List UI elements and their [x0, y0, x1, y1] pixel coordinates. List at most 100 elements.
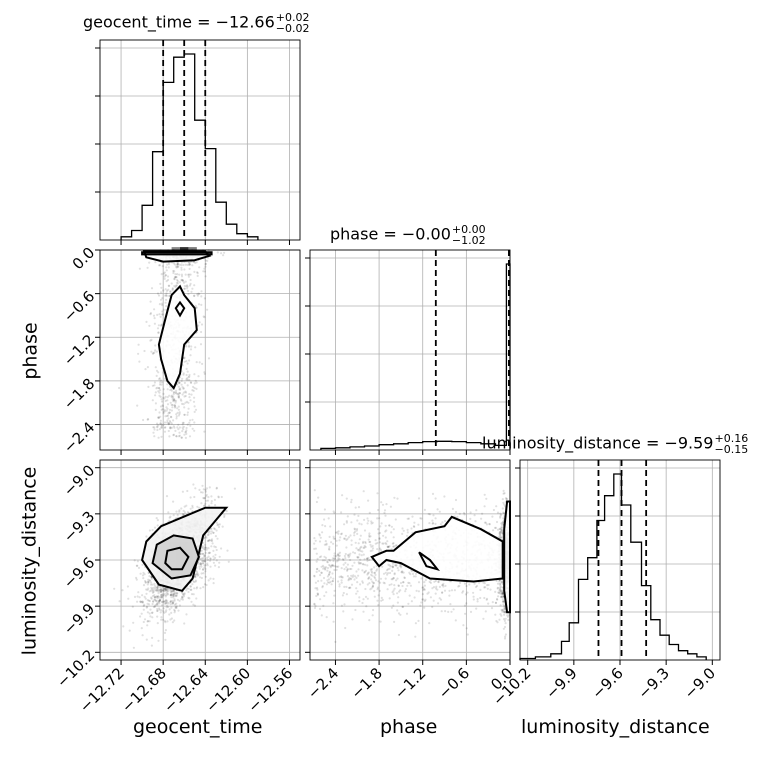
sample-point-2-0 — [169, 590, 172, 593]
sample-point-1-0 — [159, 291, 163, 294]
sample-point-1-0 — [186, 370, 189, 373]
sample-point-1-0 — [203, 270, 206, 273]
sample-point-2-0 — [174, 594, 177, 597]
sample-point-2-0 — [153, 598, 156, 601]
sample-point-1-0 — [165, 289, 169, 292]
sample-point-1-0 — [154, 408, 157, 411]
sample-point-2-0 — [203, 564, 206, 567]
sample-point-1-0 — [160, 286, 163, 289]
sample-point-2-0 — [158, 588, 162, 591]
sample-point-2-1 — [344, 534, 347, 537]
sample-point-1-0 — [220, 252, 223, 255]
sample-point-2-0 — [212, 577, 215, 581]
sample-point-1-0 — [187, 407, 190, 410]
sample-point-1-0 — [194, 379, 197, 382]
sample-point-2-1 — [503, 611, 506, 614]
sample-point-1-0 — [180, 268, 183, 271]
sample-point-1-0 — [183, 413, 186, 416]
sample-point-1-0 — [187, 341, 190, 344]
sample-point-1-0 — [203, 316, 206, 319]
sample-point-1-0 — [183, 433, 186, 436]
sample-point-1-0 — [170, 426, 173, 429]
sample-point-2-0 — [220, 495, 223, 499]
sample-point-2-0 — [205, 493, 208, 496]
sample-point-2-1 — [503, 625, 507, 629]
sample-point-2-0 — [181, 596, 184, 599]
sample-point-2-0 — [171, 593, 174, 596]
sample-point-2-1 — [472, 598, 475, 601]
sample-point-2-0 — [204, 558, 207, 561]
sample-point-2-1 — [422, 598, 425, 601]
sample-point-1-0 — [223, 251, 226, 254]
sample-point-2-0 — [145, 535, 148, 538]
sample-point-2-1 — [444, 519, 447, 523]
sample-point-1-0 — [138, 267, 141, 270]
sample-point-2-0 — [168, 608, 171, 611]
sample-point-2-0 — [126, 585, 129, 588]
sample-point-2-0 — [221, 525, 224, 528]
sample-point-2-0 — [199, 557, 202, 561]
sample-point-2-0 — [155, 595, 158, 598]
sample-point-2-0 — [141, 601, 144, 604]
sample-point-1-0 — [174, 429, 177, 432]
sample-point-2-1 — [494, 590, 497, 594]
sample-point-2-0 — [165, 588, 168, 591]
sample-point-2-0 — [189, 507, 192, 510]
sample-point-2-0 — [181, 490, 184, 493]
sample-point-2-1 — [332, 559, 335, 563]
sample-point-2-1 — [396, 601, 399, 604]
sample-point-2-1 — [359, 534, 362, 537]
sample-point-2-0 — [204, 488, 207, 491]
sample-point-2-1 — [392, 576, 395, 580]
sample-point-2-0 — [203, 548, 206, 551]
sample-point-1-0 — [204, 275, 207, 278]
sample-point-1-0 — [173, 277, 176, 280]
sample-point-2-0 — [156, 601, 159, 605]
sample-point-2-1 — [326, 561, 329, 564]
sample-point-2-0 — [138, 596, 141, 599]
sample-point-2-1 — [391, 565, 394, 568]
sample-point-2-0 — [204, 560, 207, 563]
sample-point-1-0 — [196, 274, 199, 277]
sample-point-2-1 — [388, 597, 391, 600]
sample-point-2-1 — [499, 536, 502, 539]
sample-point-1-0 — [191, 287, 194, 290]
sample-point-2-0 — [156, 603, 159, 606]
sample-point-2-1 — [482, 581, 485, 584]
sample-point-2-1 — [441, 591, 444, 594]
sample-point-1-0 — [207, 357, 211, 360]
sample-point-1-0 — [169, 427, 172, 430]
sample-point-1-0 — [165, 294, 168, 298]
sample-point-2-0 — [194, 573, 197, 576]
sample-point-2-0 — [191, 583, 194, 586]
sample-point-2-0 — [180, 507, 183, 510]
sample-point-2-1 — [415, 589, 418, 592]
sample-point-2-0 — [186, 489, 189, 493]
sample-point-2-0 — [157, 639, 160, 642]
sample-point-1-0 — [171, 398, 174, 401]
sample-point-1-0 — [193, 373, 196, 376]
sample-point-1-0 — [151, 352, 154, 355]
sample-point-1-0 — [174, 273, 177, 276]
sample-point-2-1 — [500, 590, 503, 593]
sample-point-2-1 — [434, 522, 437, 526]
sample-point-2-0 — [153, 584, 156, 587]
sample-point-2-0 — [163, 586, 166, 590]
sample-point-2-1 — [338, 551, 342, 554]
sample-point-2-0 — [212, 561, 215, 564]
panel-bg-1-0 — [100, 250, 300, 450]
sample-point-2-0 — [209, 565, 212, 568]
sample-point-1-0 — [158, 303, 161, 306]
sample-point-1-0 — [147, 418, 150, 421]
sample-point-2-1 — [379, 581, 382, 584]
sample-point-2-1 — [340, 604, 343, 607]
sample-point-2-1 — [364, 595, 368, 599]
sample-point-2-0 — [121, 589, 124, 592]
sample-point-2-1 — [360, 545, 363, 549]
sample-point-1-0 — [175, 276, 178, 279]
sample-point-2-0 — [212, 531, 215, 534]
sample-point-1-0 — [153, 317, 156, 320]
sample-point-2-1 — [383, 509, 387, 512]
sample-point-2-0 — [199, 562, 202, 565]
sample-point-1-0 — [199, 343, 203, 346]
